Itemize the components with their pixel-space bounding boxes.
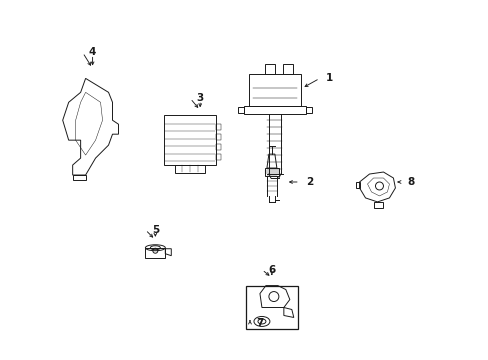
Text: 3: 3: [196, 93, 203, 103]
Text: 2: 2: [305, 177, 313, 187]
Text: 6: 6: [268, 265, 275, 275]
Text: 8: 8: [407, 177, 414, 187]
Text: 7: 7: [256, 319, 263, 328]
Text: 1: 1: [325, 73, 333, 84]
Text: 5: 5: [151, 225, 159, 235]
Text: 4: 4: [89, 48, 96, 58]
